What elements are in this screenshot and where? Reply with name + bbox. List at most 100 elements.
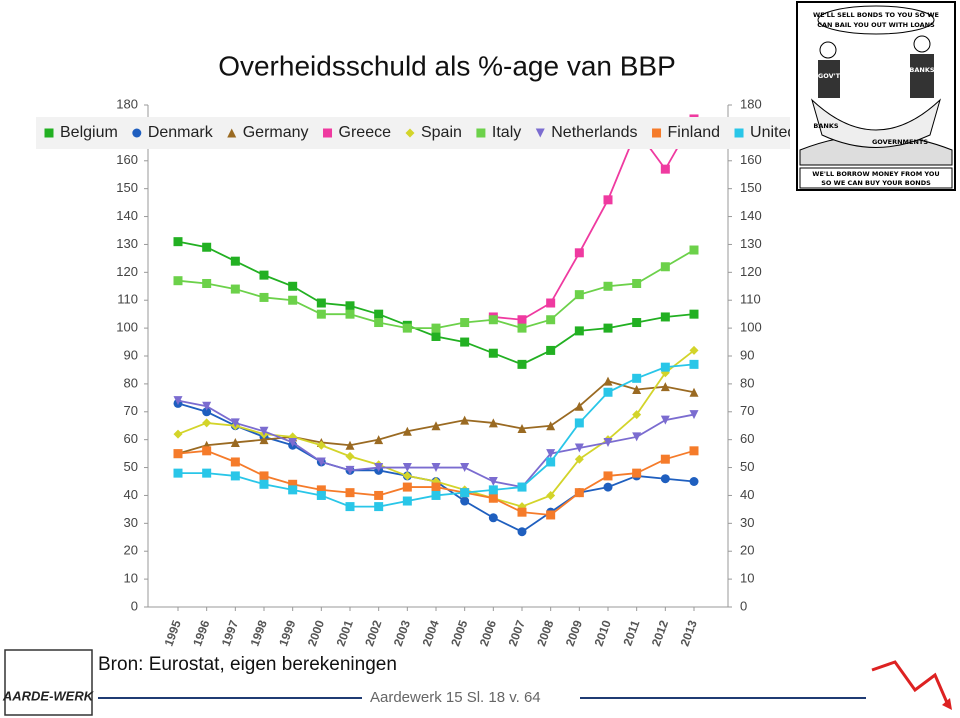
marker — [632, 384, 642, 394]
marker — [546, 315, 556, 325]
icon-line — [871, 660, 950, 706]
marker — [488, 485, 498, 495]
marker — [488, 493, 498, 503]
marker — [227, 128, 237, 138]
series-line — [177, 399, 695, 489]
marker — [431, 463, 441, 473]
marker — [402, 471, 412, 481]
legend-label: United — [750, 124, 796, 141]
x-tick-label: 2001 — [334, 618, 356, 648]
marker — [689, 359, 699, 369]
marker — [345, 488, 355, 498]
marker — [288, 295, 298, 305]
marker — [603, 281, 613, 291]
marker — [689, 309, 699, 319]
y-tick-label: 180 — [116, 96, 138, 111]
y-tick-label: 30 — [124, 515, 138, 530]
y2-tick-label: 0 — [740, 598, 747, 613]
marker — [202, 468, 212, 478]
marker — [230, 256, 240, 266]
marker — [546, 421, 556, 431]
marker — [202, 278, 212, 288]
legend-label: Italy — [492, 124, 521, 141]
y2-tick-label: 120 — [740, 264, 762, 279]
cartoon-text: WE'LL BORROW MONEY FROM YOU — [812, 170, 939, 178]
marker — [288, 281, 298, 291]
marker — [345, 301, 355, 311]
y2-tick-label: 70 — [740, 403, 754, 418]
marker — [460, 488, 470, 498]
y-tick-label: 50 — [124, 459, 138, 474]
marker — [632, 468, 642, 478]
marker — [259, 270, 269, 280]
plot: 0102030405060708090100110120130140150160… — [36, 96, 796, 648]
logo-text: AARDE-WERK — [2, 688, 95, 703]
legend-label: Greece — [339, 124, 392, 141]
marker — [660, 362, 670, 372]
x-tick-label: 2008 — [534, 618, 556, 648]
marker — [652, 128, 662, 138]
y-tick-label: 60 — [124, 431, 138, 446]
marker — [405, 128, 415, 138]
y-tick-label: 140 — [116, 208, 138, 223]
marker — [316, 457, 326, 467]
marker — [402, 482, 412, 492]
marker — [603, 437, 613, 447]
marker — [230, 437, 240, 447]
source: Bron: Eurostat, eigen berekeningen — [98, 654, 397, 675]
y2-tick-label: 30 — [740, 515, 754, 530]
marker — [345, 309, 355, 319]
marker — [460, 337, 470, 347]
y2-tick-label: 140 — [740, 208, 762, 223]
marker — [173, 237, 183, 247]
figure — [818, 60, 840, 98]
y-tick-label: 150 — [116, 180, 138, 195]
x-tick-label: 2011 — [620, 618, 642, 648]
marker — [259, 435, 269, 445]
marker — [488, 513, 498, 523]
marker — [660, 415, 670, 425]
marker — [173, 276, 183, 286]
marker — [660, 164, 670, 174]
marker — [574, 326, 584, 336]
marker — [316, 309, 326, 319]
y2-tick-label: 90 — [740, 347, 754, 362]
marker — [202, 401, 212, 411]
marker — [323, 128, 333, 138]
marker — [517, 424, 527, 434]
marker — [546, 510, 556, 520]
marker — [488, 477, 498, 486]
y2-tick-label: 50 — [740, 459, 754, 474]
cartoon-label: BANKS — [813, 122, 838, 130]
y2-tick-label: 130 — [740, 236, 762, 251]
marker — [546, 490, 556, 500]
marker — [402, 463, 412, 473]
y2-tick-label: 180 — [740, 96, 762, 111]
marker — [345, 465, 355, 475]
marker — [202, 418, 212, 428]
marker — [574, 248, 584, 258]
marker — [734, 128, 744, 138]
x-tick-label: 2005 — [448, 618, 470, 648]
series-line — [493, 118, 695, 321]
marker — [230, 471, 240, 481]
marker — [460, 415, 470, 425]
series-group — [173, 114, 699, 537]
y2-tick-label: 60 — [740, 431, 754, 446]
icon-arrow — [942, 698, 952, 710]
marker — [402, 496, 412, 506]
marker — [603, 376, 613, 386]
y-tick-label: 100 — [116, 320, 138, 335]
marker — [689, 410, 699, 420]
marker — [173, 449, 183, 459]
x-tick-label: 2010 — [592, 618, 614, 648]
marker — [374, 435, 384, 445]
marker — [316, 298, 326, 308]
marker — [546, 345, 556, 355]
marker — [517, 482, 527, 492]
decline-icon — [871, 660, 952, 710]
cartoon-label: BANKS — [909, 66, 934, 74]
marker — [173, 468, 183, 478]
marker — [374, 502, 384, 512]
marker — [660, 474, 670, 484]
